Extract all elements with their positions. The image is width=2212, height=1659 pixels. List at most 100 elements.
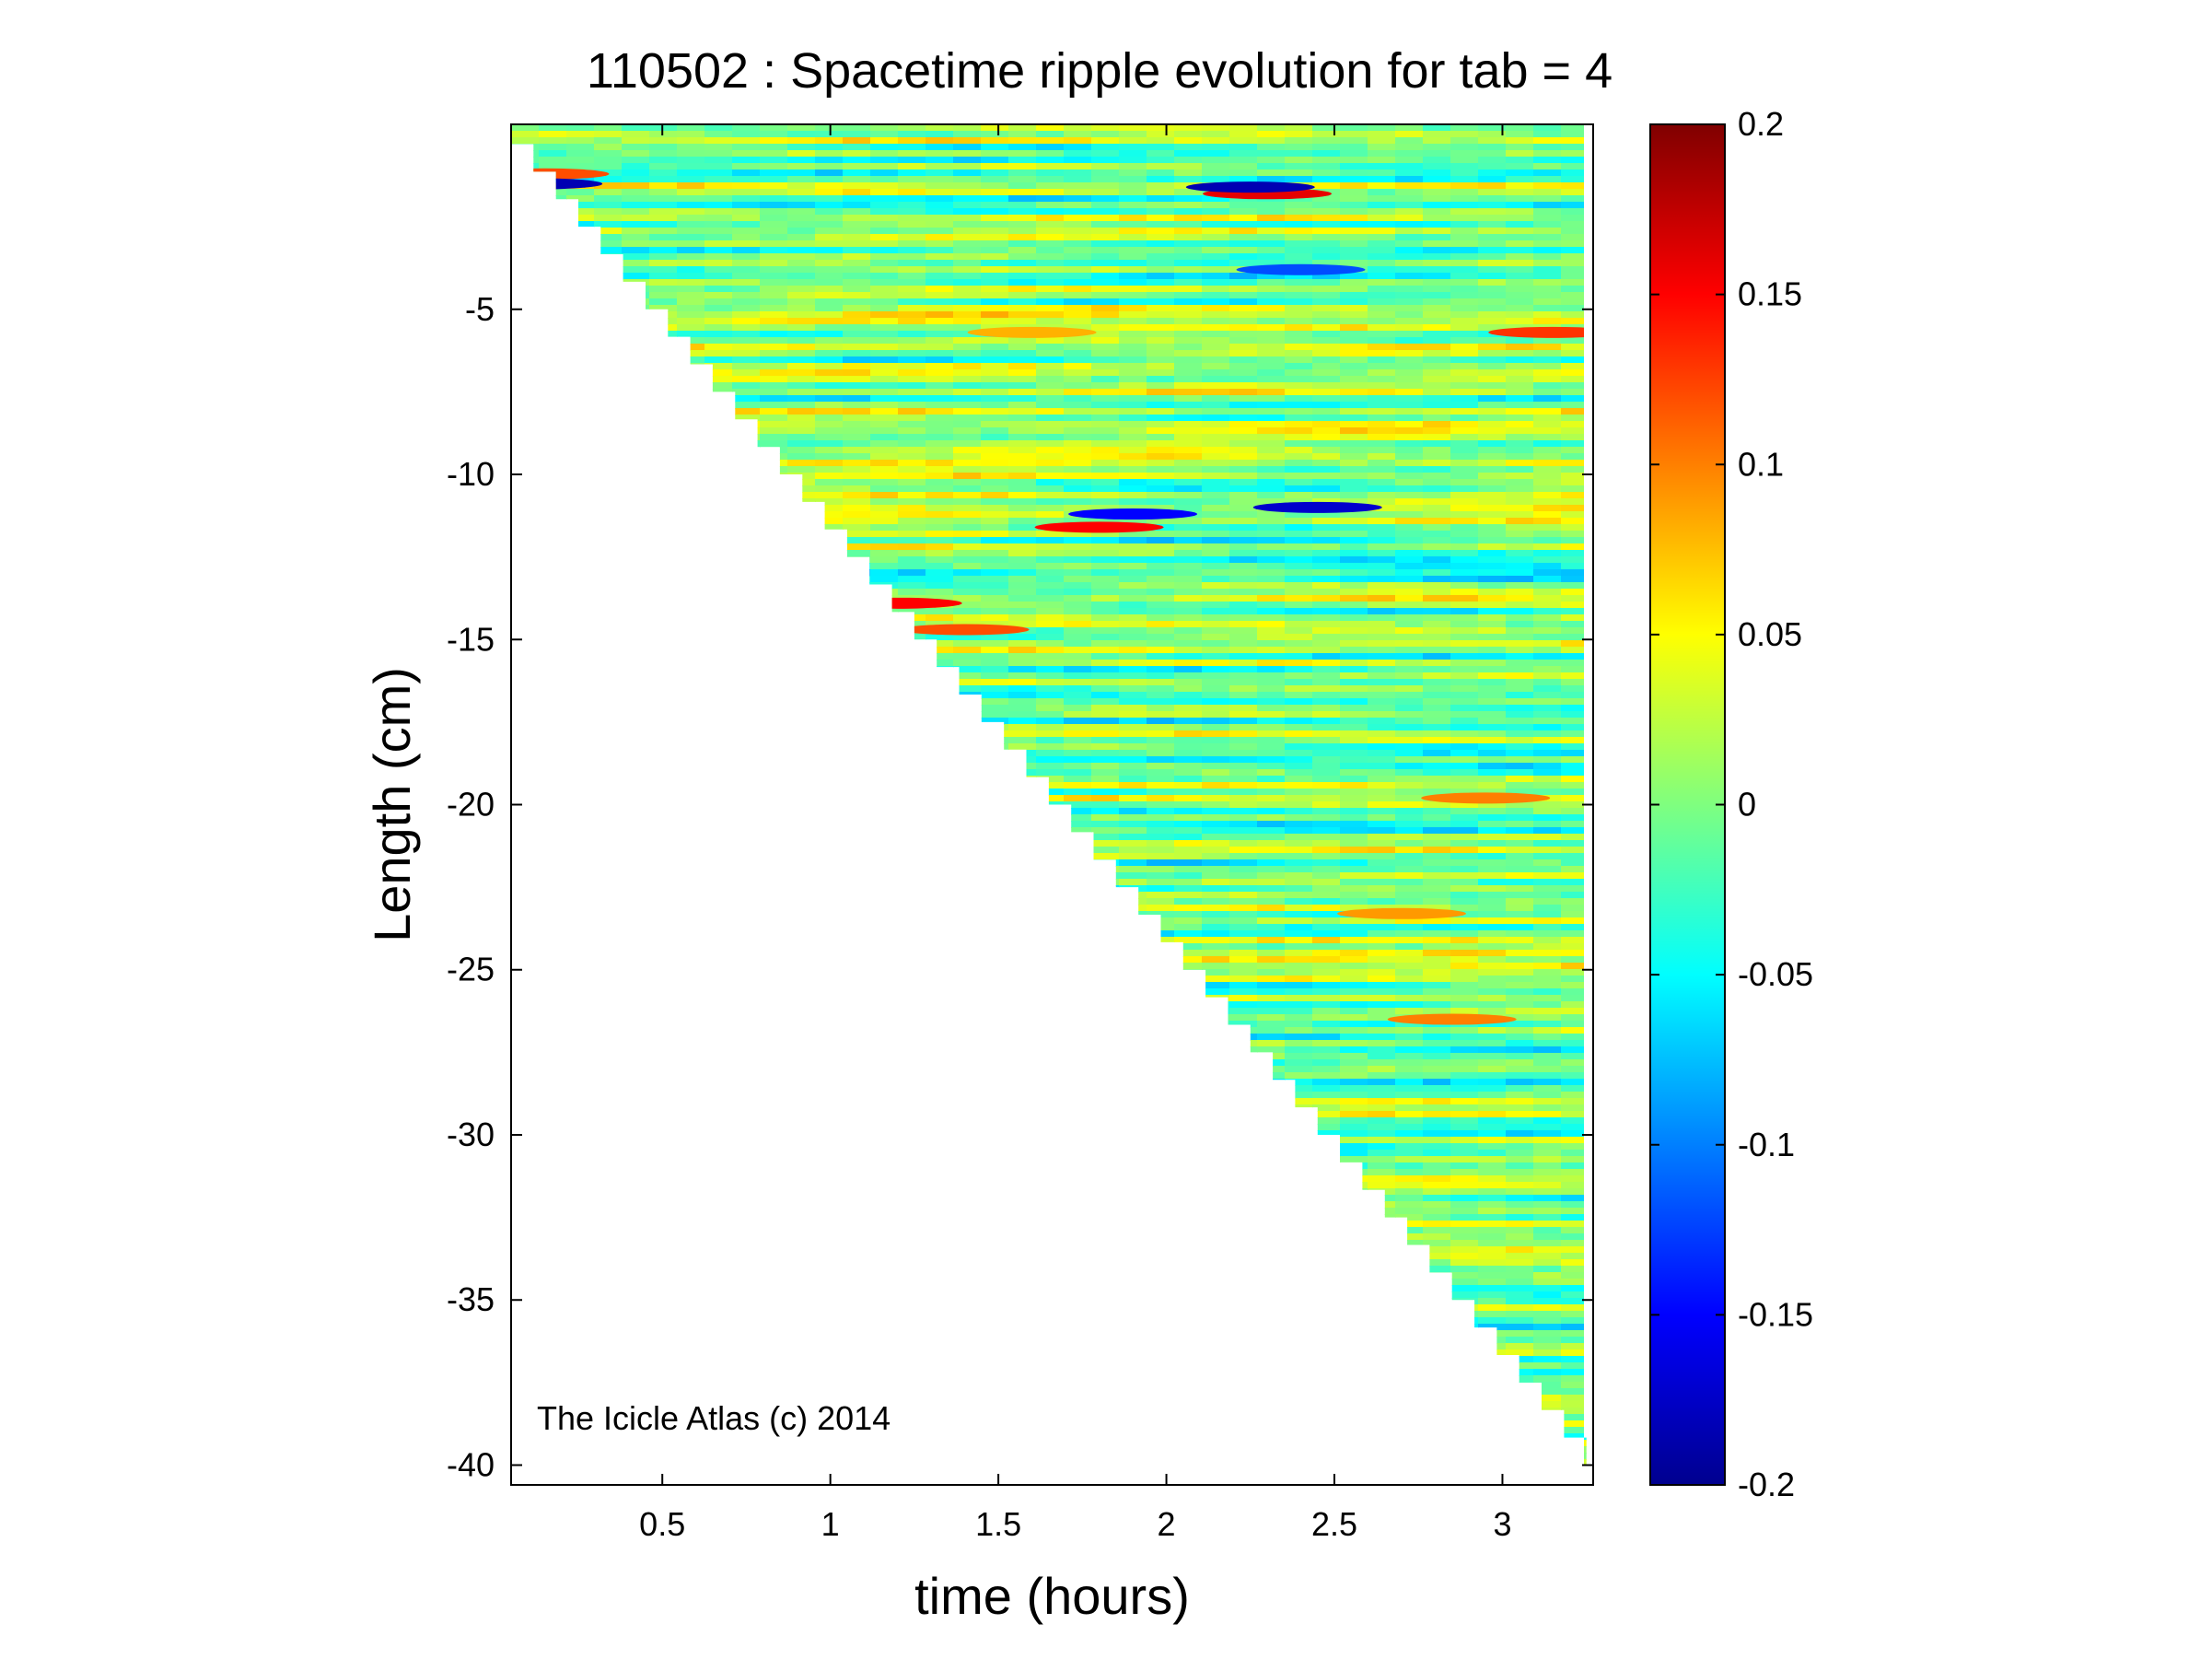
heatmap-cell — [953, 305, 982, 312]
heatmap-cell — [953, 408, 982, 415]
heatmap-cell — [566, 189, 595, 196]
heatmap-cell — [1091, 376, 1120, 383]
heatmap-cell — [1119, 344, 1147, 351]
heatmap-cell — [1174, 840, 1203, 847]
heatmap-cell — [981, 389, 1009, 396]
heatmap-cell — [1091, 679, 1120, 686]
heatmap-cell — [1368, 415, 1396, 422]
heatmap-cell — [1036, 653, 1065, 660]
heatmap-cell — [760, 415, 788, 422]
heatmap-cell — [539, 898, 567, 905]
heatmap-cell — [732, 834, 761, 841]
heatmap-cell — [594, 150, 623, 158]
heatmap-cell — [1147, 827, 1175, 835]
heatmap-cell — [649, 144, 678, 151]
heatmap-cell — [1174, 215, 1203, 222]
heatmap-cell — [1312, 569, 1341, 577]
heatmap-cell — [649, 124, 678, 132]
heatmap-cell — [870, 853, 899, 860]
heatmap-cell — [1423, 924, 1451, 931]
heatmap-cell — [1064, 324, 1092, 332]
heatmap-cell — [1202, 653, 1230, 660]
heatmap-cell — [1395, 253, 1424, 261]
heatmap-cell — [1036, 795, 1065, 802]
heatmap-cell — [1533, 730, 1562, 738]
heatmap-cell — [622, 279, 650, 286]
heatmap-cell — [1202, 260, 1230, 267]
heatmap-cell — [1174, 602, 1203, 609]
heatmap-cell — [1257, 634, 1286, 641]
heatmap-cell — [1036, 485, 1065, 493]
heatmap-cell — [1008, 427, 1037, 435]
heatmap-cell — [704, 814, 733, 822]
heatmap-cell — [1368, 402, 1396, 409]
heatmap-cell — [1147, 737, 1175, 744]
heatmap-cell — [953, 344, 982, 351]
heatmap-cell — [704, 253, 733, 261]
heatmap-cell — [1174, 872, 1203, 880]
heatmap-cell — [732, 524, 761, 532]
heatmap-cell — [594, 337, 623, 345]
heatmap-cell — [1450, 318, 1479, 325]
heatmap-cell — [843, 511, 871, 519]
heatmap-cell — [926, 292, 954, 299]
heatmap-cell — [511, 479, 540, 486]
heatmap-cell — [953, 453, 982, 461]
heatmap-cell — [511, 711, 540, 719]
heatmap-cell — [815, 866, 844, 873]
heatmap-cell — [1229, 595, 1258, 602]
heatmap-cell — [1036, 479, 1065, 486]
heatmap-cell — [1174, 305, 1203, 312]
heatmap-cell — [843, 176, 871, 183]
heatmap-cell — [787, 427, 816, 435]
heatmap-cell — [1119, 305, 1147, 312]
heatmap-cell — [1174, 859, 1203, 867]
heatmap-cell — [926, 208, 954, 216]
heatmap-cell — [1478, 576, 1507, 583]
heatmap-cell — [1423, 853, 1451, 860]
heatmap-cell — [1147, 782, 1175, 789]
heatmap-cell — [1478, 614, 1507, 622]
heatmap-cell — [1174, 692, 1203, 699]
heatmap-cell — [760, 634, 788, 641]
heatmap-cell — [1229, 247, 1258, 254]
heatmap-cell — [1174, 382, 1203, 390]
heatmap-cell — [622, 634, 650, 641]
heatmap-cell — [1368, 743, 1396, 751]
heatmap-cell — [1064, 679, 1092, 686]
heatmap-cell — [732, 911, 761, 918]
heatmap-cell — [1091, 769, 1120, 777]
heatmap-cell — [511, 705, 540, 712]
heatmap-cell — [760, 408, 788, 415]
heatmap-cell — [1533, 531, 1562, 538]
heatmap-cell — [1423, 131, 1451, 138]
heatmap-cell — [566, 859, 595, 867]
heatmap-cell — [1257, 672, 1286, 680]
heatmap-cell — [1312, 395, 1341, 403]
heatmap-cell — [1506, 485, 1534, 493]
heatmap-cell — [926, 660, 954, 667]
heatmap-cell — [1064, 382, 1092, 390]
heatmap-cell — [1064, 157, 1092, 164]
heatmap-cell — [511, 595, 540, 602]
heatmap-cell — [566, 827, 595, 835]
heatmap-cell — [1312, 685, 1341, 693]
heatmap-cell — [511, 685, 540, 693]
heatmap-cell — [898, 124, 926, 132]
heatmap-cell — [1506, 769, 1534, 777]
heatmap-cell — [622, 247, 650, 254]
heatmap-cell — [1533, 369, 1562, 377]
heatmap-cell — [1423, 885, 1451, 893]
heatmap-cell — [981, 589, 1009, 596]
heatmap-cell — [1285, 479, 1313, 486]
heatmap-cell — [981, 737, 1009, 744]
heatmap-cell — [1395, 234, 1424, 241]
heatmap-cell — [787, 879, 816, 886]
heatmap-cell — [511, 344, 540, 351]
heatmap-cell — [1229, 228, 1258, 235]
heatmap-cell — [1312, 447, 1341, 454]
heatmap-cell — [1008, 311, 1037, 319]
heatmap-cell — [981, 460, 1009, 467]
heatmap-cell — [926, 305, 954, 312]
heatmap-cell — [815, 666, 844, 673]
